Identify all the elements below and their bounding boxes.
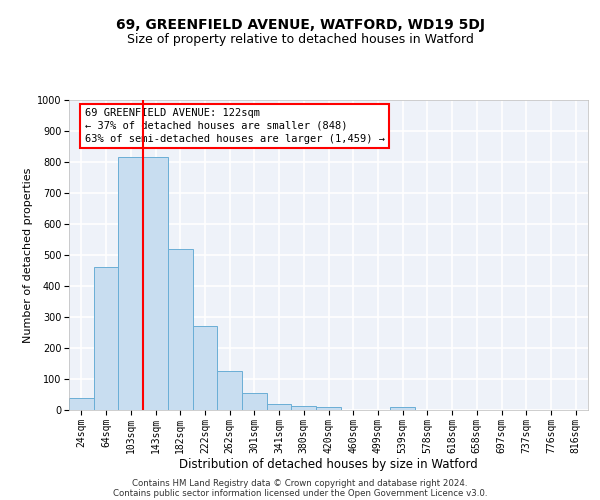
Text: Contains public sector information licensed under the Open Government Licence v3: Contains public sector information licen… bbox=[113, 488, 487, 498]
Bar bbox=[217, 371, 242, 410]
Bar bbox=[242, 393, 267, 410]
Bar bbox=[267, 404, 292, 410]
Text: Contains HM Land Registry data © Crown copyright and database right 2024.: Contains HM Land Registry data © Crown c… bbox=[132, 478, 468, 488]
Text: Size of property relative to detached houses in Watford: Size of property relative to detached ho… bbox=[127, 32, 473, 46]
Bar bbox=[292, 406, 316, 410]
Text: 69 GREENFIELD AVENUE: 122sqm
← 37% of detached houses are smaller (848)
63% of s: 69 GREENFIELD AVENUE: 122sqm ← 37% of de… bbox=[85, 108, 385, 144]
Bar bbox=[69, 398, 94, 410]
Bar bbox=[193, 326, 217, 410]
X-axis label: Distribution of detached houses by size in Watford: Distribution of detached houses by size … bbox=[179, 458, 478, 471]
Bar bbox=[390, 407, 415, 410]
Bar bbox=[168, 249, 193, 410]
Y-axis label: Number of detached properties: Number of detached properties bbox=[23, 168, 32, 342]
Bar bbox=[118, 158, 143, 410]
Bar bbox=[143, 158, 168, 410]
Bar bbox=[94, 268, 118, 410]
Bar bbox=[316, 407, 341, 410]
Text: 69, GREENFIELD AVENUE, WATFORD, WD19 5DJ: 69, GREENFIELD AVENUE, WATFORD, WD19 5DJ bbox=[115, 18, 485, 32]
